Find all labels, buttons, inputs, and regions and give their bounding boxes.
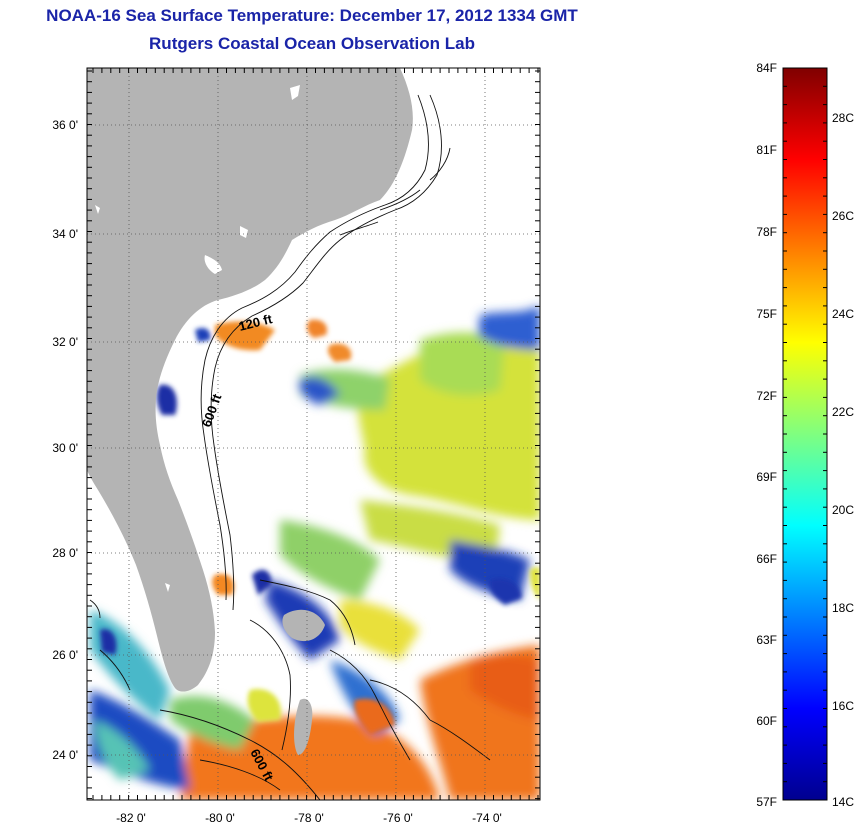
c-label: 18C <box>832 601 854 615</box>
lon-tick-label: -76 0' <box>383 811 413 825</box>
depth-contours <box>89 94 491 800</box>
map-title: NOAA-16 Sea Surface Temperature: Decembe… <box>46 6 578 25</box>
f-label: 72F <box>756 389 777 403</box>
lon-tick-label: -82 0' <box>116 811 146 825</box>
f-label: 69F <box>756 470 777 484</box>
c-label: 16C <box>832 699 854 713</box>
lon-tick-label: -80 0' <box>205 811 235 825</box>
f-label: 84F <box>756 61 777 75</box>
c-label: 28C <box>832 111 854 125</box>
c-label: 14C <box>832 795 854 809</box>
lat-tick-label: 30 0' <box>52 441 78 455</box>
f-label: 78F <box>756 225 777 239</box>
lat-tick-label: 34 0' <box>52 227 78 241</box>
axis-minor-ticks <box>87 68 540 800</box>
lon-tick-label: -74 0' <box>472 811 502 825</box>
land-mass <box>87 68 413 755</box>
lat-tick-label: 26 0' <box>52 648 78 662</box>
lat-tick-label: 28 0' <box>52 546 78 560</box>
fahrenheit-labels: 84F 81F 78F 75F 72F 69F 66F 63F 60F 57F <box>756 61 777 809</box>
sst-data-layer <box>90 305 540 800</box>
f-label: 75F <box>756 307 777 321</box>
f-label: 66F <box>756 552 777 566</box>
celsius-labels: 28C 26C 24C 22C 20C 18C 16C 14C <box>832 111 854 809</box>
latitude-axis: 36 0' 34 0' 32 0' 30 0' 28 0' 26 0' 24 0… <box>52 118 78 762</box>
map-subtitle: Rutgers Coastal Ocean Observation Lab <box>149 34 475 53</box>
map-frame <box>86 67 541 801</box>
lon-tick-label: -78 0' <box>294 811 324 825</box>
f-label: 63F <box>756 633 777 647</box>
c-label: 24C <box>832 307 854 321</box>
lat-tick-label: 24 0' <box>52 748 78 762</box>
c-label: 22C <box>832 405 854 419</box>
colorbar-gradient <box>782 67 828 801</box>
longitude-axis: -82 0' -80 0' -78 0' -76 0' -74 0' <box>116 811 502 825</box>
c-label: 26C <box>832 209 854 223</box>
c-label: 20C <box>832 503 854 517</box>
f-label: 60F <box>756 714 777 728</box>
lat-tick-label: 36 0' <box>52 118 78 132</box>
f-label: 57F <box>756 795 777 809</box>
lat-tick-label: 32 0' <box>52 335 78 349</box>
f-label: 81F <box>756 143 777 157</box>
